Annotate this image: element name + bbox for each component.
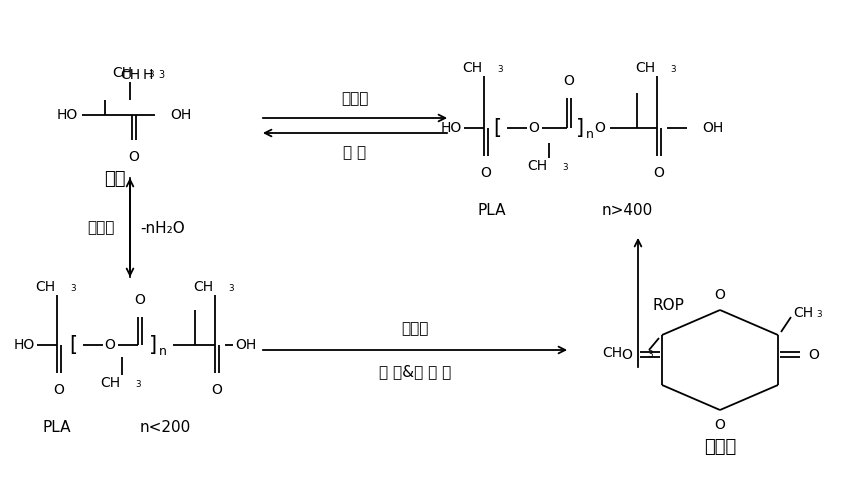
Text: O: O <box>528 121 539 135</box>
Text: O: O <box>480 166 491 180</box>
Text: ]: ] <box>575 118 584 138</box>
Text: $_3$: $_3$ <box>228 281 235 294</box>
Text: O: O <box>807 348 818 362</box>
Text: 降 解: 降 解 <box>343 145 366 160</box>
Text: n: n <box>585 128 593 141</box>
Text: $_3$: $_3$ <box>148 67 155 80</box>
Text: $_3$: $_3$ <box>647 346 653 359</box>
Text: O: O <box>714 418 725 432</box>
Text: H: H <box>143 68 153 82</box>
Text: CH: CH <box>120 68 139 82</box>
Text: OH: OH <box>170 108 191 122</box>
Text: 加 热&高 真 空: 加 热&高 真 空 <box>379 364 450 379</box>
Text: 乳酸: 乳酸 <box>104 170 126 188</box>
Text: O: O <box>128 150 139 164</box>
Text: O: O <box>563 74 573 88</box>
Text: $_3$: $_3$ <box>815 307 822 319</box>
Text: $_3$: $_3$ <box>669 61 676 74</box>
Text: n: n <box>159 344 167 357</box>
Text: 嫁化剂: 嫁化剂 <box>88 221 115 236</box>
Text: O: O <box>53 383 65 397</box>
Text: 丙交酯: 丙交酯 <box>703 438 735 456</box>
Text: O: O <box>594 121 604 135</box>
Text: -nH₂O: -nH₂O <box>139 221 184 236</box>
Text: ]: ] <box>149 335 157 355</box>
Text: CH: CH <box>526 159 547 173</box>
Text: O: O <box>104 338 115 352</box>
Text: [: [ <box>69 335 77 355</box>
Text: HO: HO <box>57 108 77 122</box>
Text: OH: OH <box>701 121 722 135</box>
Text: OH: OH <box>235 338 256 352</box>
Text: $_3$: $_3$ <box>497 61 504 74</box>
Text: CH: CH <box>601 346 622 360</box>
Text: CH: CH <box>100 376 120 390</box>
Text: O: O <box>134 293 146 307</box>
Text: 嫁化剂: 嫁化剂 <box>401 321 428 336</box>
Text: O: O <box>621 348 631 362</box>
Text: CH: CH <box>34 280 55 294</box>
Text: CH: CH <box>112 66 132 80</box>
Text: CH: CH <box>792 306 812 320</box>
Text: n<200: n<200 <box>139 420 190 435</box>
Text: ROP: ROP <box>653 298 684 313</box>
Text: $_3$: $_3$ <box>135 377 142 389</box>
Text: 3: 3 <box>158 70 164 80</box>
Text: CH: CH <box>635 61 654 75</box>
Text: O: O <box>714 288 725 302</box>
Text: PLA: PLA <box>43 420 71 435</box>
Text: $_3$: $_3$ <box>70 281 77 294</box>
Text: n>400: n>400 <box>601 203 652 218</box>
Text: CH: CH <box>193 280 213 294</box>
Text: 嫁化剂: 嫁化剂 <box>341 91 369 106</box>
Text: $_3$: $_3$ <box>561 159 568 172</box>
Text: O: O <box>653 166 664 180</box>
Text: PLA: PLA <box>477 203 505 218</box>
Text: O: O <box>211 383 222 397</box>
Text: HO: HO <box>14 338 35 352</box>
Text: HO: HO <box>440 121 461 135</box>
Text: [: [ <box>492 118 500 138</box>
Text: CH: CH <box>461 61 481 75</box>
